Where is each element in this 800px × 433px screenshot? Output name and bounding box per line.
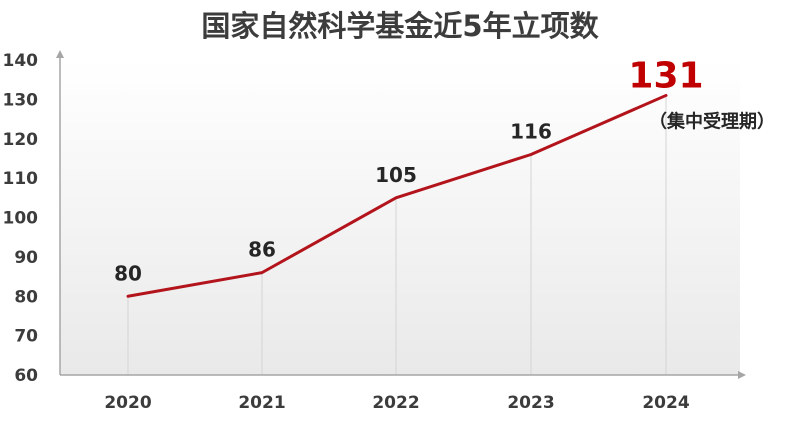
- y-tick-label: 70: [14, 327, 38, 347]
- x-tick-label: 2023: [507, 393, 554, 413]
- x-axis-ticks: 2020 2021 2022 2023 2024: [104, 393, 689, 413]
- y-tick-label: 60: [14, 366, 38, 386]
- y-tick-label: 90: [14, 248, 38, 268]
- y-tick-label: 110: [3, 169, 39, 189]
- y-tick-label: 140: [3, 51, 39, 71]
- y-tick-label: 130: [3, 90, 39, 110]
- series-line-group: [126, 93, 668, 298]
- chart-title: 国家自然科学基金近5年立项数: [201, 9, 599, 43]
- drop-lines: [127, 95, 667, 375]
- x-tick-label: 2024: [642, 393, 689, 413]
- y-tick-label: 100: [3, 209, 39, 229]
- axes: [56, 50, 746, 379]
- data-label: 116: [510, 120, 552, 144]
- x-tick-label: 2020: [104, 393, 151, 413]
- x-tick-label: 2021: [238, 393, 285, 413]
- data-labels: 80 86 105 116 131 （集中受理期）: [114, 55, 775, 285]
- data-label: 86: [248, 238, 276, 262]
- highlight-note: （集中受理期）: [649, 110, 775, 132]
- x-axis-arrow: [738, 371, 746, 379]
- y-axis-arrow: [56, 50, 64, 58]
- data-label: 80: [114, 261, 142, 285]
- data-label-highlight: 131: [628, 55, 703, 96]
- x-tick-label: 2022: [372, 393, 419, 413]
- y-axis-ticks: 60 70 80 90 100 110 120 130 140: [3, 51, 39, 386]
- series-line: [126, 93, 668, 298]
- y-tick-label: 120: [3, 130, 39, 150]
- y-tick-label: 80: [14, 287, 38, 307]
- data-label: 105: [375, 163, 417, 187]
